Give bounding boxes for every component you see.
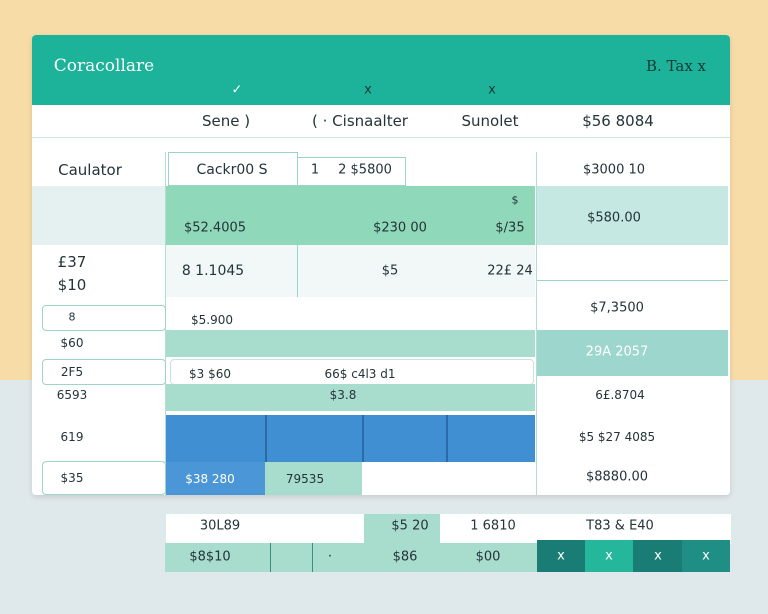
summary-text: $580.00	[587, 210, 641, 226]
teal-band	[166, 384, 535, 411]
side-label: $35	[60, 471, 84, 485]
footer-text: 1 6810	[470, 518, 516, 534]
summary-text: $3000 10	[582, 162, 646, 178]
cell-text: 66$ c4l3 d1	[324, 367, 396, 381]
divider	[270, 543, 271, 572]
summary-cell	[537, 186, 728, 245]
button[interactable]	[682, 540, 730, 572]
button[interactable]	[633, 540, 682, 572]
teal-band	[166, 330, 535, 357]
cell-text: $3.8	[329, 388, 357, 402]
side-label: 6593	[56, 388, 88, 402]
footer-text: $86	[392, 549, 418, 565]
cell-text: 79535	[285, 472, 325, 486]
side-label: 619	[60, 430, 84, 444]
cell-text: $/35	[495, 220, 525, 236]
cell-text: $230 00	[373, 220, 427, 236]
footer-text: $8$10	[189, 549, 231, 565]
divider	[297, 245, 298, 297]
side-cell	[32, 186, 165, 245]
tab[interactable]: ( · Cisnaalter	[312, 112, 408, 130]
cell-text: $5.900	[191, 313, 233, 327]
green-band	[166, 186, 535, 245]
cell-text: $3 $60	[189, 367, 231, 381]
input-text: 1	[310, 162, 320, 178]
button[interactable]	[537, 540, 585, 572]
side-label: $60	[60, 336, 84, 350]
mark[interactable]: ✓	[231, 82, 243, 98]
cell-text: $5	[381, 263, 399, 279]
cell-text: 22£ 24	[487, 263, 533, 279]
button[interactable]	[585, 540, 633, 572]
divider	[446, 415, 448, 462]
summary-text: 29A 2057	[585, 344, 649, 360]
input[interactable]	[297, 157, 406, 186]
summary-text: $5 $27 4085	[578, 430, 656, 444]
cell-text: 8 1.1045	[181, 263, 245, 279]
header-bar	[32, 35, 730, 105]
row	[166, 245, 535, 297]
input[interactable]	[168, 152, 298, 186]
blue-band	[166, 415, 535, 462]
divider	[265, 415, 267, 462]
button-label: x	[654, 548, 662, 564]
mark[interactable]: x	[488, 82, 496, 98]
app-title: Coracollare	[53, 56, 155, 76]
summary-text: 6£.8704	[595, 388, 645, 402]
button-label: x	[605, 548, 613, 564]
cell-text: $38 280	[185, 472, 235, 486]
side-pill[interactable]	[42, 461, 166, 495]
divider	[32, 137, 730, 138]
side-label: $10	[57, 276, 87, 294]
tab[interactable]: Sunolet	[461, 112, 519, 130]
divider	[362, 415, 364, 462]
input-text: 2 $5800	[338, 162, 392, 178]
footer-text: 30L89	[199, 518, 241, 534]
side-label: Caulator	[58, 161, 122, 179]
summary-cell	[537, 330, 728, 376]
footer-row	[165, 513, 732, 545]
tab[interactable]: $56 8084	[582, 112, 654, 130]
blue-cell[interactable]	[166, 462, 265, 495]
footer-text: T83 & E40	[586, 518, 654, 534]
side-pill[interactable]	[42, 305, 166, 331]
footer-text: $5 20	[391, 518, 429, 534]
summary-text: $7,3500	[590, 300, 644, 316]
button-label: x	[702, 548, 710, 564]
footer-text: ·	[327, 549, 333, 565]
side-label: 2F5	[60, 365, 84, 379]
mark[interactable]: x	[364, 82, 372, 98]
side-label: 8	[68, 310, 76, 324]
summary-text: $8880.00	[585, 469, 649, 485]
divider	[312, 543, 313, 572]
header-action[interactable]: B. Tax x	[645, 57, 707, 75]
input-text: Cackr00 S	[196, 162, 268, 178]
side-pill[interactable]	[42, 359, 166, 385]
tab[interactable]: Sene )	[201, 112, 251, 130]
side-label: £37	[57, 253, 87, 271]
footer-row	[165, 543, 537, 572]
footer-cell	[364, 514, 440, 543]
footer-text: $00	[475, 549, 501, 565]
divider	[537, 280, 728, 281]
cell-text: $52.4005	[183, 220, 247, 236]
teal-cell[interactable]	[265, 462, 362, 495]
button-label: x	[557, 548, 565, 564]
cell-text: $	[511, 193, 519, 207]
